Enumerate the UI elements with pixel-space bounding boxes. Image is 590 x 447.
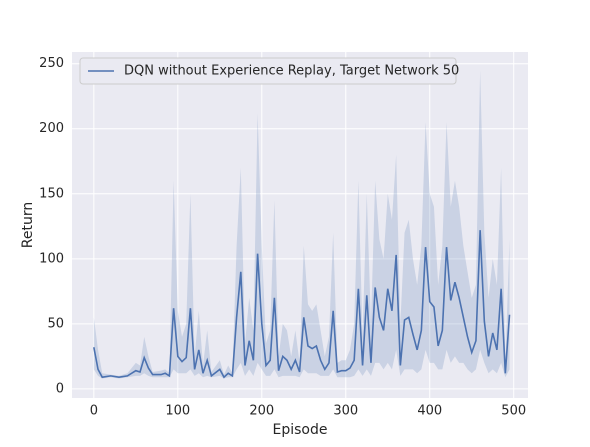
y-tick-label: 50 [47,316,64,331]
x-tick-label: 400 [417,404,442,419]
x-tick-label: 200 [249,404,274,419]
x-tick-label: 0 [90,404,98,419]
x-tick-label: 100 [165,404,190,419]
y-tick-label: 100 [39,251,64,266]
y-tick-label: 0 [56,381,64,396]
legend-label: DQN without Experience Replay, Target Ne… [124,64,459,79]
plot-area [72,52,528,398]
y-tick-label: 200 [39,121,64,136]
legend [79,57,457,85]
line [93,230,511,379]
y-tick-label: 250 [39,56,64,71]
x-tick-label: 300 [333,404,358,419]
y-axis-label: Return [20,202,36,248]
confidence-band [93,70,510,379]
x-tick-label: 500 [501,404,526,419]
x-axis-label: Episode [273,422,328,438]
y-tick-label: 150 [39,186,64,201]
